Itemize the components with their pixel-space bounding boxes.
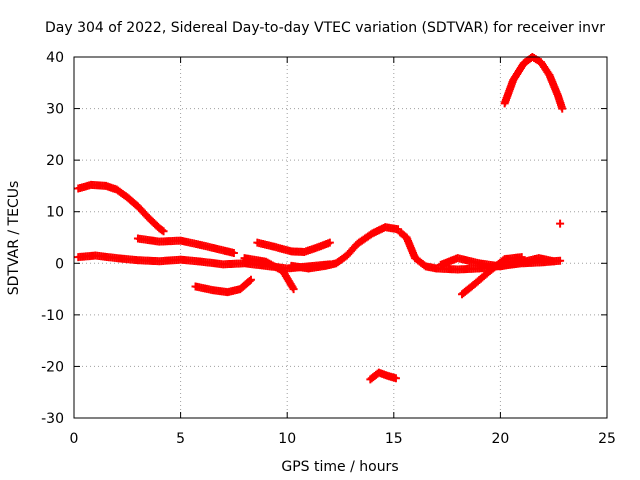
data-point <box>229 248 238 257</box>
data-point <box>325 238 334 247</box>
series-track-c <box>133 234 238 257</box>
series-track-k <box>500 53 567 113</box>
y-tick-label: 0 <box>55 256 64 272</box>
x-tick-label: 20 <box>491 431 509 447</box>
axis-ticks: 0 5 10 15 20 25 -30 -20 -10 0 10 20 30 40 <box>41 50 616 447</box>
series-track-e <box>253 238 334 256</box>
y-tick-label: -20 <box>41 359 64 375</box>
plot-frame <box>73 56 608 419</box>
data-point <box>556 219 565 228</box>
data-point <box>245 276 254 285</box>
y-tick-label: -10 <box>41 308 64 324</box>
series-track-j <box>436 254 558 271</box>
series-outlier <box>556 219 565 228</box>
data-point <box>549 257 558 266</box>
y-tick-label: 30 <box>46 102 64 118</box>
series-track-f <box>240 254 298 294</box>
y-tick-label: 20 <box>46 153 64 169</box>
data-point <box>289 285 298 294</box>
x-tick-label: 5 <box>176 431 185 447</box>
y-tick-label: 40 <box>46 50 64 66</box>
data-point <box>159 227 168 236</box>
x-tick-label: 25 <box>598 431 616 447</box>
series-track-g <box>287 223 403 273</box>
y-tick-label: -30 <box>41 411 64 427</box>
y-tick-label: 10 <box>46 205 64 221</box>
chart-title: Day 304 of 2022, Sidereal Day-to-day VTE… <box>45 20 605 36</box>
data-point <box>246 275 255 284</box>
x-tick-label: 0 <box>70 431 79 447</box>
y-axis-label: SDTVAR / TECUs <box>6 181 22 296</box>
x-axis-label: GPS time / hours <box>281 459 398 475</box>
x-tick-label: 15 <box>385 431 403 447</box>
data-markers <box>74 53 567 384</box>
data-point <box>158 226 167 235</box>
series-track-l <box>366 368 400 384</box>
x-tick-label: 10 <box>278 431 296 447</box>
series-track-b <box>74 180 168 236</box>
data-point <box>391 374 400 383</box>
data-point <box>558 104 567 113</box>
series-track-d <box>191 275 255 297</box>
